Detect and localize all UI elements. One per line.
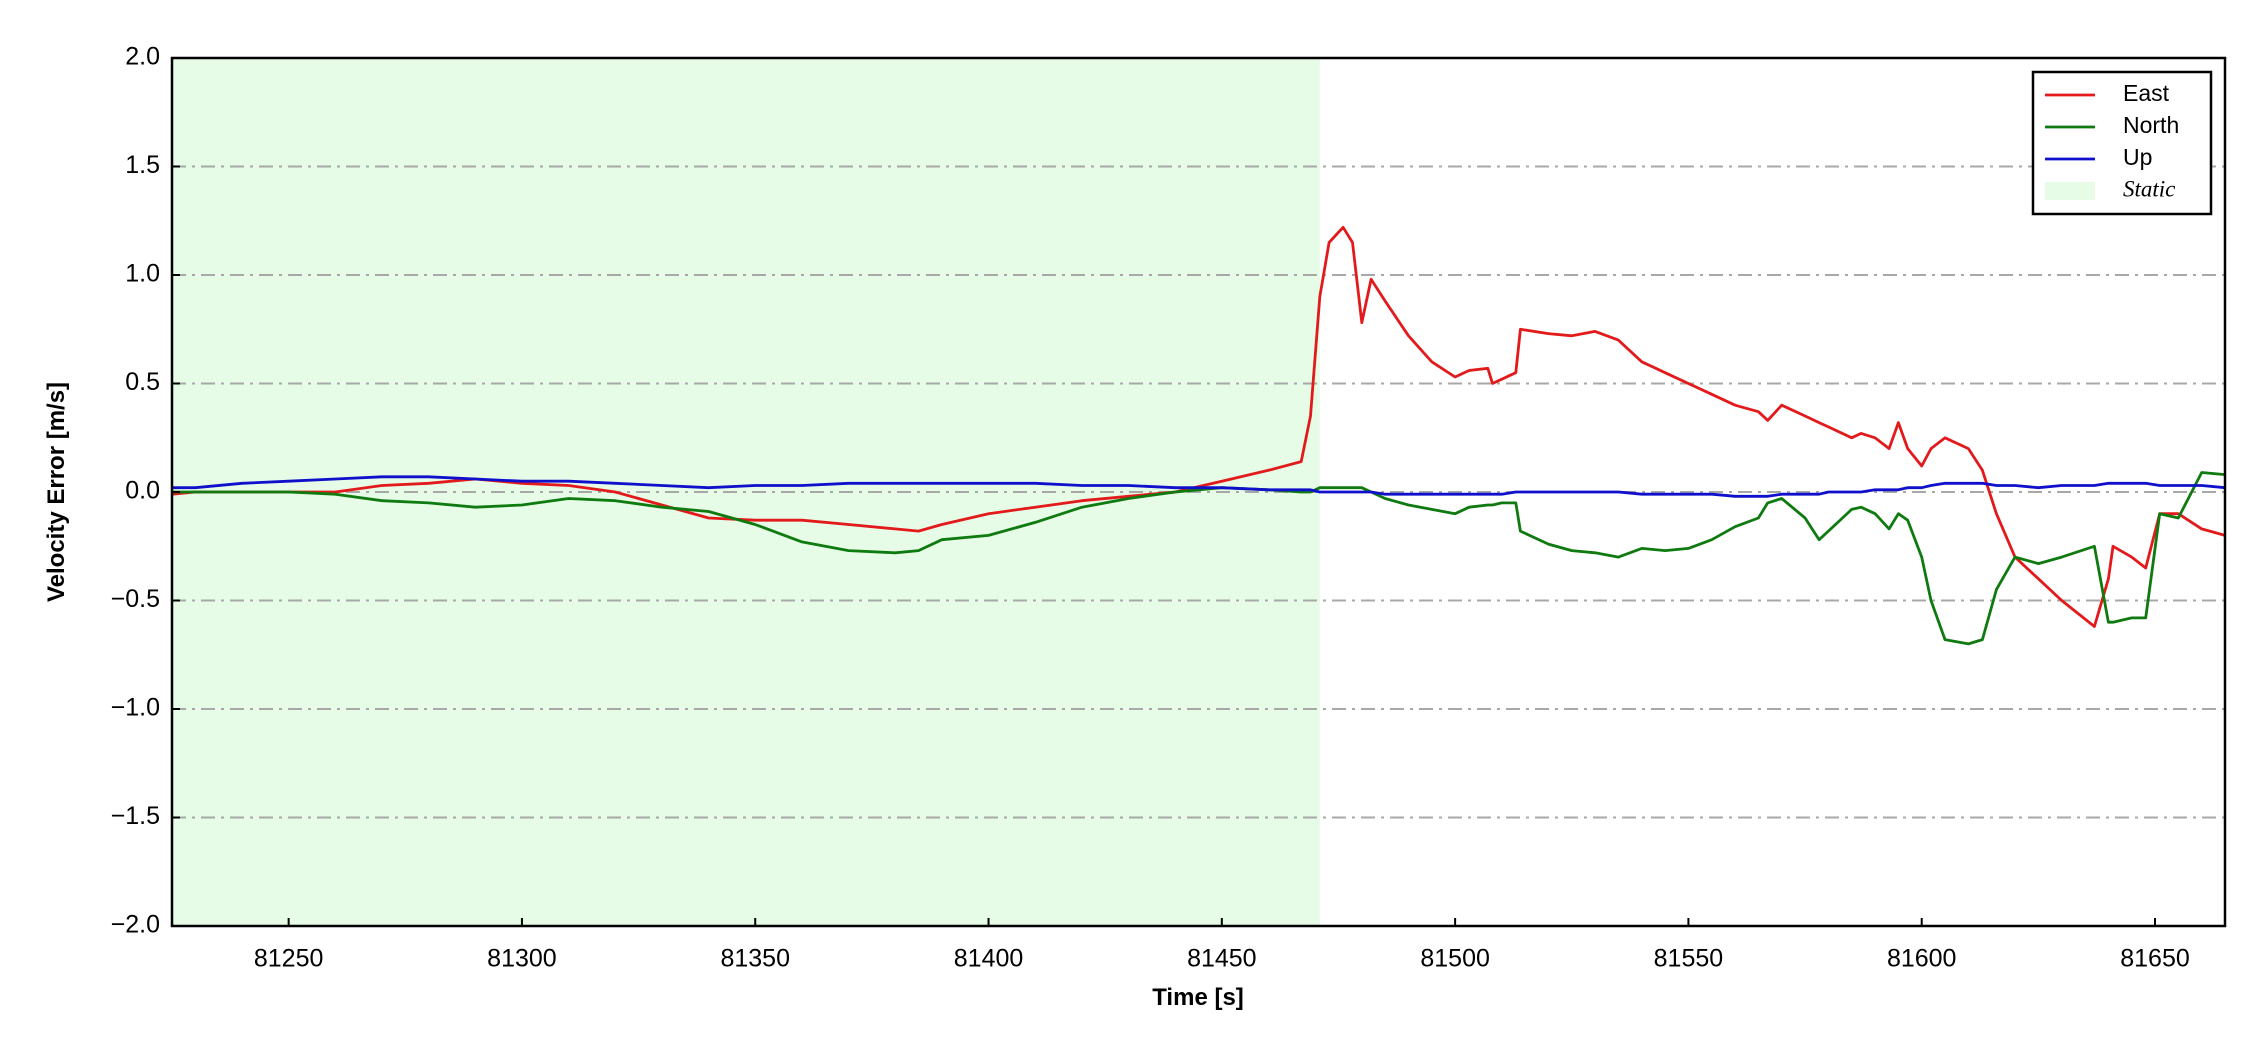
y-tick-label: 0.0 bbox=[125, 477, 160, 505]
ticks-layer: −2.0 −1.5 −1.0 −0.5 0.0 0.5 1.0 1.5 2.0 81250 8130… bbox=[111, 43, 2190, 973]
y-tick-label: −1.0 bbox=[111, 694, 160, 722]
legend-label: East bbox=[2123, 80, 2170, 106]
x-tick-label: 81300 bbox=[487, 945, 557, 973]
x-tick-label: 81650 bbox=[2120, 945, 2190, 973]
series-line bbox=[172, 471, 2226, 646]
series-line bbox=[171, 225, 2226, 628]
x-tick-label: 81600 bbox=[1887, 945, 1957, 973]
lines-layer bbox=[171, 225, 2226, 646]
x-tick-label: 81500 bbox=[1420, 945, 1490, 973]
y-tick-label: 1.0 bbox=[125, 260, 160, 288]
x-tick-label: 81250 bbox=[254, 945, 324, 973]
y-tick-label: 1.5 bbox=[125, 151, 160, 179]
x-tick-label: 81350 bbox=[720, 945, 790, 973]
y-tick-label: −2.0 bbox=[111, 911, 160, 939]
y-axis-label: Velocity Error [m/s] bbox=[43, 382, 70, 602]
grid-layer bbox=[172, 165, 2225, 819]
y-tick-label: 2.0 bbox=[125, 43, 160, 71]
y-tick-label: 0.5 bbox=[125, 368, 160, 396]
legend-label: North bbox=[2123, 112, 2179, 138]
x-tick-label: 81400 bbox=[954, 945, 1024, 973]
y-tick-label: −0.5 bbox=[111, 585, 160, 613]
x-tick-label: 81550 bbox=[1654, 945, 1724, 973]
x-axis-label: Time [s] bbox=[1152, 984, 1244, 1011]
legend: East North Up Static bbox=[2031, 70, 2213, 216]
y-tick-label: −1.5 bbox=[111, 802, 160, 830]
x-tick-label: 81450 bbox=[1187, 945, 1257, 973]
legend-swatch bbox=[2045, 182, 2095, 200]
legend-label: Static bbox=[2123, 176, 2175, 201]
legend-label: Up bbox=[2123, 144, 2152, 170]
series-line bbox=[172, 475, 2226, 498]
